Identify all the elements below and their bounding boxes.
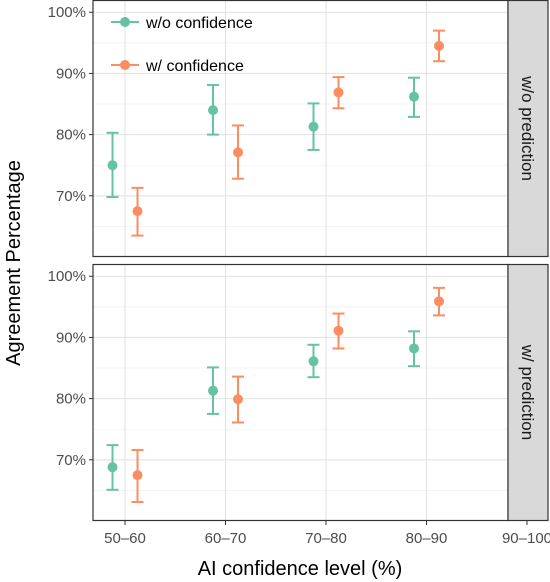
panels-layer: 70% 80% 90% 100% w/o prediction 70% 80% 90% 100%… xyxy=(48,0,550,547)
y-tick-label: 70% xyxy=(56,188,86,205)
y-axis-title: Agreement Percentage xyxy=(3,160,25,366)
data-point xyxy=(308,121,319,132)
data-point xyxy=(208,105,218,116)
data-point xyxy=(107,160,118,171)
legend-marker xyxy=(120,17,130,27)
y-tick-label: 90% xyxy=(56,65,86,82)
y-tick-label: 70% xyxy=(56,452,86,469)
y-tick-label: 90% xyxy=(56,329,86,346)
data-point xyxy=(233,394,243,405)
facet-strip-label: w/ prediction xyxy=(518,344,537,440)
data-point xyxy=(308,356,319,367)
legend-label: w/ confidence xyxy=(145,58,244,75)
data-point xyxy=(434,296,444,307)
legend-item-w-o-confidence: w/o confidence xyxy=(111,15,253,32)
x-axis: 50–60 60–70 70–80 80–90 90–100 xyxy=(104,521,550,547)
panel-background xyxy=(93,0,508,257)
y-tick-label: 80% xyxy=(56,127,86,144)
x-tick-label: 70–80 xyxy=(305,530,347,547)
data-point xyxy=(132,470,143,481)
x-tick-label: 80–90 xyxy=(406,530,448,547)
facet-strip-label: w/o prediction xyxy=(518,75,537,181)
data-point xyxy=(208,385,218,396)
legend-marker xyxy=(120,60,130,70)
x-tick-label: 50–60 xyxy=(104,530,146,547)
y-tick-label: 100% xyxy=(48,268,86,285)
x-tick-label: 90–100 xyxy=(502,530,550,547)
data-point xyxy=(409,91,419,102)
legend-item-w-confidence: w/ confidence xyxy=(111,58,244,75)
data-point xyxy=(409,343,419,354)
data-point xyxy=(434,40,444,51)
legend-label: w/o confidence xyxy=(145,15,253,32)
data-point xyxy=(333,87,344,98)
facet-strip xyxy=(507,263,549,522)
data-point xyxy=(132,206,143,217)
panel-w-o-prediction: 70% 80% 90% 100% w/o prediction xyxy=(48,0,549,258)
x-axis-title: AI confidence level (%) xyxy=(198,558,403,580)
panel-w-prediction: 70% 80% 90% 100% w/ prediction xyxy=(48,263,549,522)
data-point xyxy=(107,462,118,473)
y-tick-label: 100% xyxy=(48,4,86,21)
x-tick-label: 60–70 xyxy=(205,530,247,547)
facet-strip xyxy=(507,0,549,258)
data-point xyxy=(233,147,243,158)
legend: w/o confidence w/ confidence xyxy=(111,15,253,75)
panel-background xyxy=(93,264,508,521)
y-tick-label: 80% xyxy=(56,391,86,408)
data-point xyxy=(333,325,344,336)
